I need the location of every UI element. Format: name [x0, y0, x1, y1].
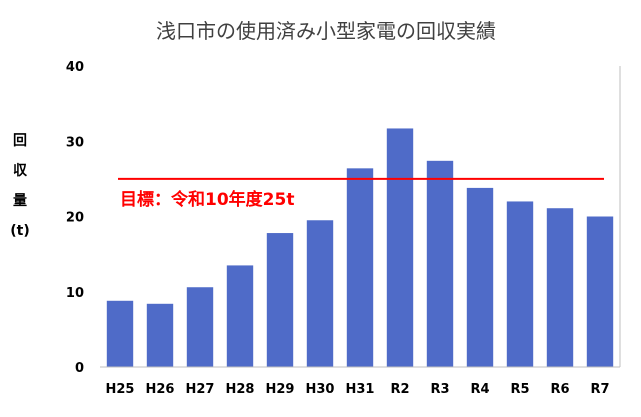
y-axis-label-char: 量 — [13, 193, 27, 209]
y-tick-label: 20 — [66, 211, 84, 226]
bar-H29 — [266, 233, 294, 367]
x-axis-ticks: H25 H26 H27 H28 H29 H30 H31 R2 R3 R4 R5 R6 R7 — [106, 382, 610, 397]
bar-R7 — [586, 216, 614, 367]
x-tick-label: H29 — [266, 382, 295, 397]
bar-H30 — [306, 220, 334, 367]
x-tick-label: H28 — [226, 382, 255, 397]
x-tick-label: R3 — [430, 382, 449, 397]
bar-H28 — [226, 265, 254, 367]
y-axis-ticks: 0 10 20 30 40 — [66, 60, 84, 376]
x-tick-label: R5 — [510, 382, 529, 397]
y-tick-label: 40 — [66, 60, 84, 75]
bar-H25 — [106, 300, 134, 367]
x-tick-label: H30 — [306, 382, 335, 397]
x-tick-label: H31 — [346, 382, 375, 397]
x-tick-label: R2 — [390, 382, 409, 397]
chart-title: 浅口市の使用済み小型家電の回収実績 — [156, 19, 496, 43]
y-axis-label: 回収量 (t) — [10, 133, 30, 239]
x-tick-label: H26 — [146, 382, 175, 397]
bar-H26 — [146, 303, 174, 367]
y-axis-label-char: (t) — [10, 223, 30, 239]
y-tick-label: 30 — [66, 135, 84, 150]
bar-H31 — [346, 168, 374, 367]
x-tick-label: H25 — [106, 382, 135, 397]
bar-R3 — [426, 160, 454, 367]
bar-R2 — [386, 128, 414, 367]
y-axis-label-char: 収 — [13, 162, 28, 179]
x-tick-label: R7 — [590, 382, 609, 397]
bar-R6 — [546, 208, 574, 367]
bar-R4 — [466, 187, 494, 367]
bar-R5 — [506, 201, 534, 367]
target-label: 目標：令和10年度25t — [120, 189, 294, 210]
y-axis-label-char: 回 — [13, 133, 27, 149]
bars — [106, 128, 614, 367]
y-tick-label: 0 — [75, 361, 84, 376]
y-tick-label: 10 — [66, 286, 84, 301]
x-tick-label: R6 — [550, 382, 569, 397]
bar-H27 — [186, 287, 214, 367]
x-tick-label: R4 — [470, 382, 489, 397]
x-tick-label: H27 — [186, 382, 215, 397]
